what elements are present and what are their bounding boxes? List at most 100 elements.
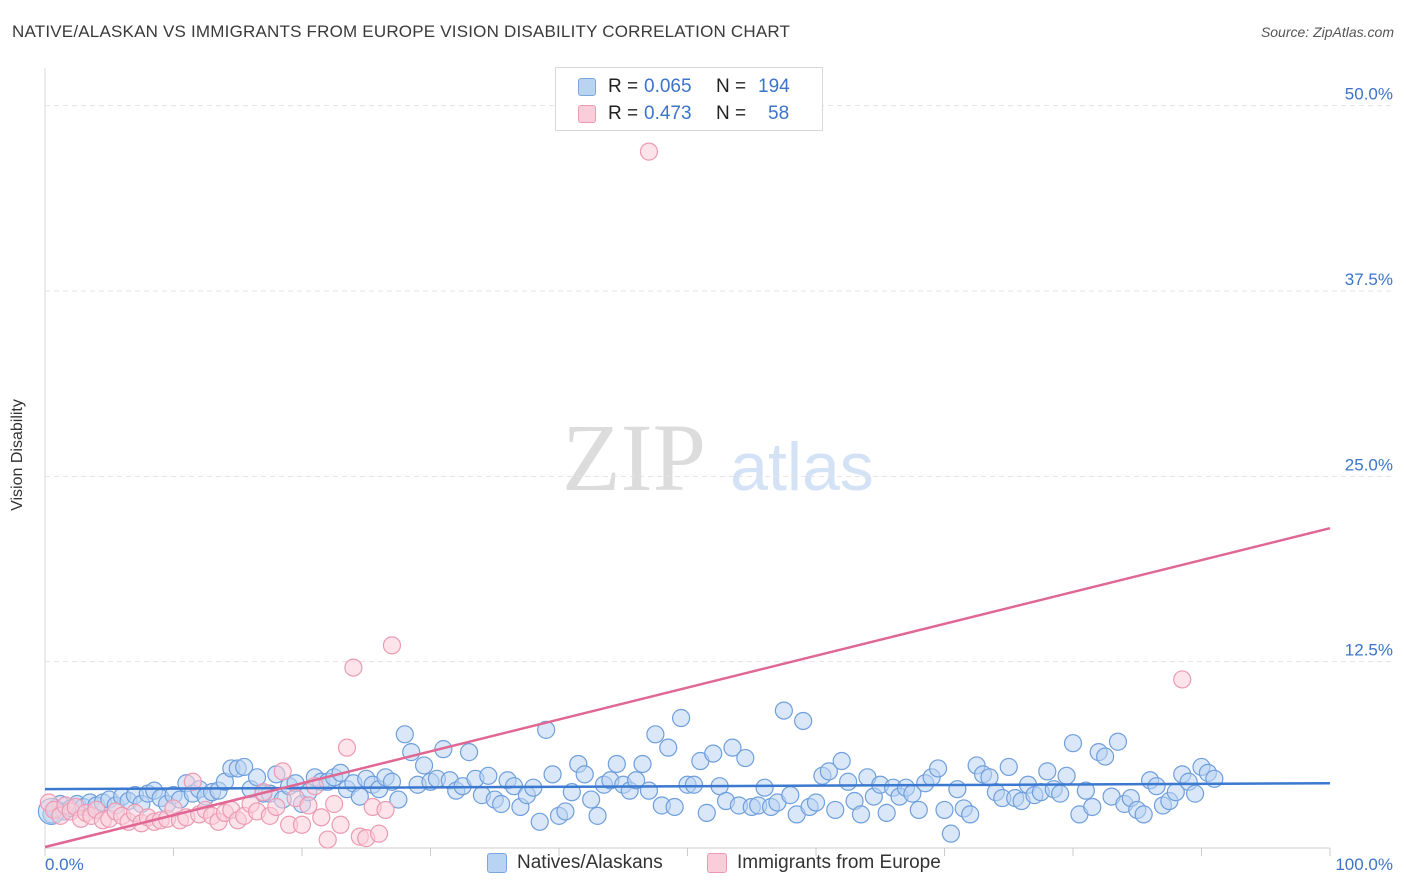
data-point-immigrants xyxy=(273,762,292,781)
x-tick-label: 0.0% xyxy=(45,855,84,874)
data-point-natives xyxy=(1185,784,1205,803)
data-point-natives xyxy=(774,701,793,720)
data-point-natives xyxy=(1134,805,1153,824)
data-point-natives xyxy=(839,772,858,791)
data-point-natives xyxy=(588,806,607,825)
axes xyxy=(44,68,1331,856)
data-point-natives xyxy=(704,744,723,763)
data-point-immigrants xyxy=(183,772,202,791)
data-point-natives xyxy=(395,725,414,744)
data-point-natives xyxy=(659,738,678,757)
data-point-natives xyxy=(626,771,646,790)
chart-title: NATIVE/ALASKAN VS IMMIGRANTS FROM EUROPE… xyxy=(12,22,791,41)
y-tick-label: 12.5% xyxy=(1345,641,1393,660)
legend-label-immigrants: Immigrants from Europe xyxy=(737,852,941,873)
legend-label-natives: Natives/Alaskans xyxy=(517,852,663,873)
data-point-immigrants xyxy=(267,797,286,817)
data-point-natives xyxy=(819,762,838,781)
legend-n-value: 58 xyxy=(768,103,790,124)
trend-line-immigrants xyxy=(44,527,1331,849)
data-point-natives xyxy=(948,780,967,799)
data-point-immigrants xyxy=(318,830,337,849)
data-point-natives xyxy=(543,765,562,784)
legend-r-value: 0.065 xyxy=(644,76,692,97)
gridlines xyxy=(45,105,1392,663)
data-point-natives xyxy=(1063,734,1083,753)
data-point-natives xyxy=(556,802,575,821)
data-point-immigrants xyxy=(376,800,395,820)
trend-line-natives xyxy=(44,781,1331,791)
data-point-natives xyxy=(646,725,665,744)
data-point-natives xyxy=(537,720,556,739)
data-point-natives xyxy=(607,754,626,774)
data-point-natives xyxy=(832,751,851,771)
data-point-immigrants xyxy=(312,808,331,827)
data-point-immigrants xyxy=(331,815,350,834)
legend-r-label: R = xyxy=(608,76,639,97)
data-point-natives xyxy=(1076,781,1095,800)
data-point-immigrants xyxy=(1173,670,1192,689)
data-point-natives xyxy=(928,759,948,778)
series-immigrants-from-europe xyxy=(39,142,1192,849)
tick-labels: 12.5% 25.0% 37.5% 50.0% 0.0% 100.0% xyxy=(45,85,1393,874)
legend-swatch-blue xyxy=(578,78,596,96)
legend-item-immigrants: Immigrants from Europe xyxy=(707,852,941,874)
data-point-natives xyxy=(414,756,434,775)
data-point-immigrants xyxy=(370,824,389,843)
data-point-natives xyxy=(851,805,871,824)
data-point-natives xyxy=(1147,777,1166,796)
legend-n-value: 194 xyxy=(758,76,790,97)
data-point-natives xyxy=(1051,784,1070,803)
data-point-natives xyxy=(665,797,684,817)
data-point-natives xyxy=(697,803,716,822)
legend-n-label: N = xyxy=(716,76,747,97)
data-point-immigrants xyxy=(299,796,318,815)
data-point-natives xyxy=(492,794,511,814)
data-point-natives xyxy=(826,800,845,820)
x-tick-label: 100.0% xyxy=(1335,855,1393,874)
source-label: Source: ZipAtlas.com xyxy=(1260,24,1394,40)
legend-swatch-pink xyxy=(578,105,596,123)
data-point-natives xyxy=(582,790,601,809)
legend-swatch-blue xyxy=(487,853,507,873)
y-tick-label: 25.0% xyxy=(1345,455,1393,474)
correlation-legend: R = 0.065 N = 194 R = 0.473 N = 58 xyxy=(555,67,823,131)
data-point-natives xyxy=(389,790,408,809)
data-point-natives xyxy=(935,800,954,820)
data-point-immigrants xyxy=(337,738,357,757)
data-point-natives xyxy=(1057,766,1076,785)
legend-row-natives: R = 0.065 N = 194 xyxy=(556,73,822,101)
data-point-natives xyxy=(459,743,479,762)
legend-item-natives: Natives/Alaskans xyxy=(487,852,663,874)
data-point-natives xyxy=(382,772,402,791)
data-point-natives xyxy=(806,793,826,812)
data-point-natives xyxy=(235,757,254,777)
data-point-natives xyxy=(1083,797,1102,817)
watermark-zip: ZIP xyxy=(562,404,706,511)
data-point-natives xyxy=(633,754,652,774)
y-tick-label: 37.5% xyxy=(1345,270,1393,289)
data-point-natives xyxy=(684,775,704,794)
data-point-natives xyxy=(671,708,691,728)
data-point-natives xyxy=(1108,732,1128,751)
data-point-immigrants xyxy=(382,636,402,655)
data-point-natives xyxy=(781,786,800,805)
data-point-natives xyxy=(639,781,659,800)
data-point-natives xyxy=(999,757,1018,777)
data-point-natives xyxy=(877,803,896,822)
data-point-natives xyxy=(755,778,774,797)
trend-lines xyxy=(44,527,1331,849)
data-point-natives xyxy=(530,812,549,831)
data-point-immigrants xyxy=(292,815,312,834)
data-point-natives xyxy=(575,765,594,784)
data-point-natives xyxy=(909,800,928,820)
legend-r-label: R = xyxy=(608,103,639,124)
data-point-immigrants xyxy=(344,658,363,677)
data-point-natives xyxy=(723,738,742,757)
watermark: ZIP atlas xyxy=(562,404,874,511)
data-point-natives xyxy=(1038,762,1057,781)
data-point-natives xyxy=(479,766,498,785)
data-point-natives xyxy=(961,805,980,824)
watermark-atlas: atlas xyxy=(730,429,874,505)
